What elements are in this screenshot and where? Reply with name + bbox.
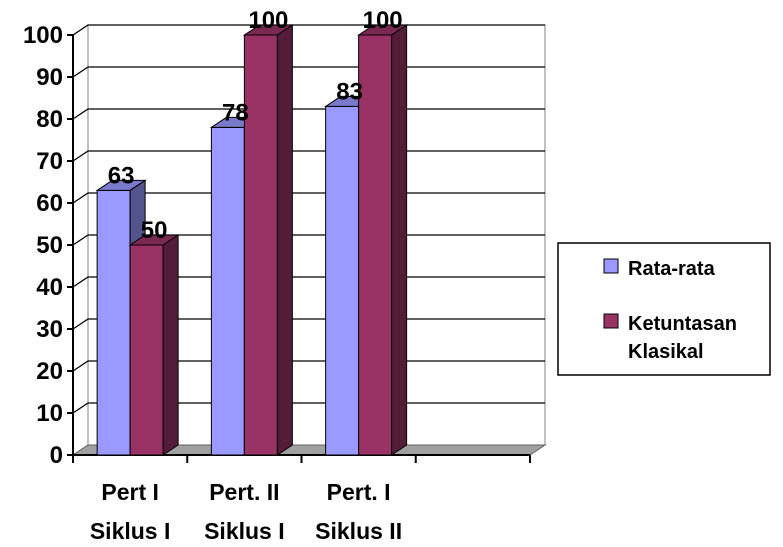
y-tick-label: 100 xyxy=(23,22,63,49)
y-tick-label: 10 xyxy=(36,400,63,427)
legend: Rata-rata Ketuntasan Klasikal xyxy=(557,242,771,376)
legend-swatch xyxy=(603,313,619,329)
x-tick-label: Pert. I xyxy=(327,479,391,505)
legend-label: Ketuntasan xyxy=(628,313,737,335)
x-tick-label: Siklus I xyxy=(204,518,285,544)
y-tick-label: 80 xyxy=(36,106,63,133)
y-tick-label: 40 xyxy=(36,274,63,301)
bar-front xyxy=(358,34,393,456)
bar-front xyxy=(96,189,131,456)
legend-box xyxy=(557,242,771,376)
legend-label: Rata-rata xyxy=(628,258,716,280)
bar-side xyxy=(162,234,179,456)
x-tick-label: Siklus I xyxy=(90,518,171,544)
bar-ketuntasan xyxy=(128,234,180,456)
y-tick-label: 60 xyxy=(36,190,63,217)
bar-side xyxy=(276,24,293,456)
y-tick-label: 30 xyxy=(36,316,63,343)
y-tick-label: 90 xyxy=(36,64,63,91)
y-tick-label: 70 xyxy=(36,148,63,175)
x-tick-label: Pert. II xyxy=(209,479,279,505)
bar-front xyxy=(210,126,245,456)
bar-front xyxy=(325,105,360,456)
data-label: 63 xyxy=(108,162,135,189)
bar-ketuntasan xyxy=(242,24,295,456)
bar-front xyxy=(129,244,164,456)
bar-ketuntasan xyxy=(356,24,409,456)
legend-swatch xyxy=(603,258,619,274)
y-tick-label: 50 xyxy=(36,232,63,259)
data-label: 78 xyxy=(222,99,249,126)
bar-side xyxy=(391,24,408,456)
x-tick-label: Pert I xyxy=(101,479,159,505)
data-label: 83 xyxy=(336,78,363,105)
y-tick-label: 20 xyxy=(36,358,63,385)
data-label: 100 xyxy=(363,7,403,34)
y-tick-label: 0 xyxy=(50,442,63,469)
x-tick-label: Siklus II xyxy=(315,518,402,544)
data-label: 50 xyxy=(141,217,168,244)
data-label: 100 xyxy=(248,7,288,34)
bar-front xyxy=(243,34,278,456)
legend-label: Klasikal xyxy=(628,341,704,363)
